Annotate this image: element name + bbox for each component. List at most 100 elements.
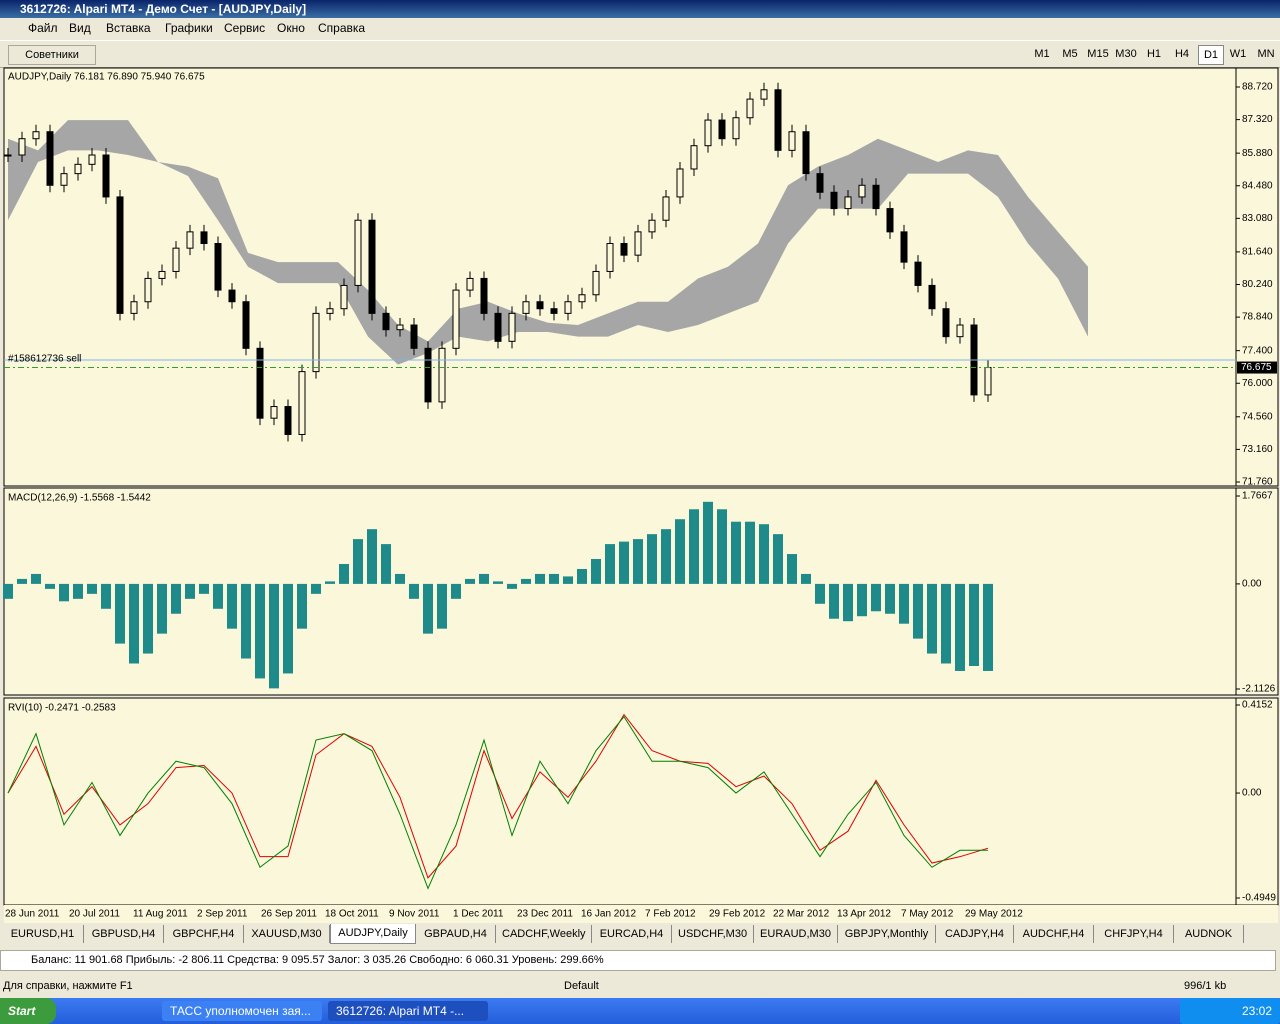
candle	[592, 270, 600, 296]
chart-tab[interactable]: EURCAD,H4	[592, 925, 672, 943]
menu-item[interactable]: Вставка	[106, 21, 151, 35]
account-line: Баланс: 11 901.68 Прибыль: -2 806.11 Сре…	[0, 950, 1276, 971]
macd-bar	[647, 534, 657, 584]
timeframe-button[interactable]: H1	[1146, 48, 1162, 60]
macd-bar	[591, 559, 601, 584]
candle	[256, 347, 264, 419]
candle	[298, 371, 306, 435]
chart-tab[interactable]: AUDNOK	[1174, 925, 1244, 943]
y-tick-label: 84.480	[1242, 180, 1273, 191]
candle	[536, 301, 544, 310]
menu-item[interactable]: Справка	[318, 21, 366, 35]
candle	[354, 219, 362, 286]
y-tick-label: 77.400	[1242, 345, 1273, 356]
timeframe-button[interactable]: D1	[1198, 45, 1224, 65]
chart-tab[interactable]: EURUSD,H1	[2, 925, 84, 943]
candle	[830, 191, 838, 210]
chart-tab[interactable]: AUDCHF,H4	[1014, 925, 1094, 943]
macd-bar	[423, 583, 433, 634]
menu-item[interactable]: Сервис	[224, 21, 266, 35]
timeframe-button[interactable]: M30	[1115, 48, 1137, 60]
candle	[396, 324, 404, 331]
chart-tab[interactable]: AUDJPY,Daily	[330, 924, 416, 944]
x-tick-label: 7 May 2012	[901, 909, 954, 920]
x-tick-label: 20 Jul 2011	[69, 909, 120, 920]
x-tick-label: 23 Dec 2011	[517, 909, 573, 920]
candle	[158, 270, 166, 279]
candle	[648, 219, 656, 233]
macd-bar	[941, 583, 951, 664]
timeframe-button[interactable]: MN	[1257, 48, 1275, 60]
chart-tab[interactable]: CADJPY,H4	[936, 925, 1014, 943]
macd-bar	[17, 578, 27, 584]
macd-bar	[283, 583, 293, 674]
pane	[3, 487, 1237, 696]
macd-bar	[731, 521, 741, 584]
macd-bar	[703, 501, 713, 584]
macd-bar	[115, 583, 125, 644]
chart-tab[interactable]: USDCHF,M30	[672, 925, 754, 943]
candle	[578, 294, 586, 303]
candle	[466, 277, 474, 291]
candle	[144, 277, 152, 303]
time-axis	[4, 905, 1278, 923]
macd-bar	[479, 573, 489, 584]
timeframe-button[interactable]: M15	[1087, 48, 1109, 60]
candle	[942, 308, 950, 338]
task-item[interactable]: ТАСС уполномочен зая...	[162, 1001, 322, 1021]
pane	[3, 67, 1237, 487]
macd-bar	[815, 583, 825, 604]
candle	[60, 173, 68, 186]
candle	[746, 98, 754, 119]
chart-tab[interactable]: GBPJPY,Monthly	[838, 925, 936, 943]
candle	[32, 131, 40, 140]
timeframe-button[interactable]: H4	[1174, 48, 1190, 60]
taskbar: Start ТАСС уполномочен зая... 3612726: A…	[0, 998, 1280, 1024]
chart-tab[interactable]: GBPAUD,H4	[416, 925, 496, 943]
macd-bar	[213, 583, 223, 609]
menu-item[interactable]: Вид	[69, 21, 91, 35]
task-item[interactable]: 3612726: Alpari MT4 -...	[328, 1001, 488, 1021]
candle	[704, 119, 712, 147]
macd-bar	[269, 583, 279, 689]
menu-item[interactable]: Окно	[277, 21, 305, 35]
candle	[88, 154, 96, 165]
y-tick-label: 74.560	[1242, 411, 1273, 422]
start-button[interactable]: Start	[0, 998, 56, 1024]
macd-bar	[101, 583, 111, 609]
timeframe-button[interactable]: W1	[1229, 48, 1247, 60]
macd-bar	[927, 583, 937, 654]
y-tick-label: 1.7667	[1242, 491, 1273, 502]
x-tick-label: 7 Feb 2012	[645, 909, 696, 920]
candle	[914, 261, 922, 286]
y-tick-label: -0.4949	[1242, 893, 1276, 904]
y-tick-label: 85.880	[1242, 148, 1273, 159]
price-axis	[1235, 697, 1279, 906]
candle	[900, 231, 908, 263]
timeframe-button[interactable]: M1	[1034, 48, 1050, 60]
menu-item[interactable]: Графики	[165, 21, 213, 35]
candle	[690, 145, 698, 170]
macd-bar	[843, 583, 853, 622]
candle	[858, 184, 866, 198]
macd-bar	[451, 583, 461, 599]
chart-tab[interactable]: XAUUSD,M30	[244, 925, 330, 943]
macd-bar	[199, 583, 209, 594]
macd-bar	[185, 583, 195, 599]
macd-bar	[689, 509, 699, 584]
x-tick-label: 28 Jun 2011	[5, 909, 60, 920]
candle	[522, 301, 530, 314]
chart-tab[interactable]: CADCHF,Weekly	[496, 925, 592, 943]
chart-tab[interactable]: GBPCHF,H4	[164, 925, 244, 943]
menu-item[interactable]: Файл	[28, 21, 58, 35]
candle	[368, 219, 376, 314]
chart-tab[interactable]: EURAUD,M30	[754, 925, 838, 943]
timeframe-button[interactable]: M5	[1062, 48, 1078, 60]
window-title: 3612726: Alpari MT4 - Демо Счет - [AUDJP…	[0, 0, 1280, 18]
candle	[312, 312, 320, 373]
advisors-button[interactable]: Советники	[8, 45, 96, 65]
chart-tab[interactable]: GBPUSD,H4	[84, 925, 164, 943]
candle	[18, 138, 26, 156]
chart-tab[interactable]: CHFJPY,H4	[1094, 925, 1174, 943]
